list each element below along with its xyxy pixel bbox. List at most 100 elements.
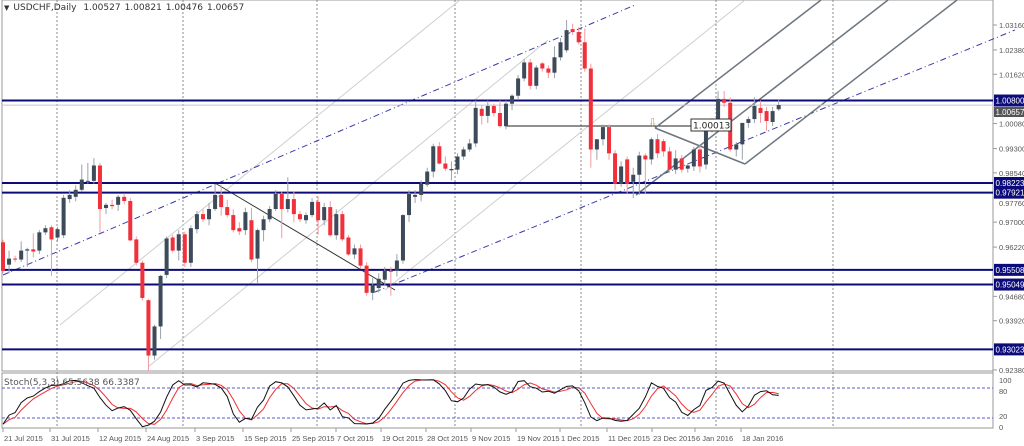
candle-bear[interactable] (570, 23, 575, 35)
arrow-down-icon[interactable]: ⇩ (648, 116, 657, 129)
candle-bear[interactable] (588, 63, 593, 168)
pitchfork-lower[interactable] (744, 0, 958, 165)
candle-bear[interactable] (146, 298, 151, 371)
candle-bear[interactable] (540, 62, 545, 72)
candle-bear[interactable] (134, 236, 139, 266)
candle-bull[interactable] (467, 138, 472, 152)
candle-bull[interactable] (25, 247, 30, 267)
collapse-triangle-icon[interactable]: ▼ (4, 4, 10, 12)
candle-bear[interactable] (655, 134, 660, 159)
candle-bear[interactable] (576, 26, 581, 45)
candle-bull[interactable] (564, 19, 569, 53)
trend-line-upper-dashdot[interactable] (2, 4, 636, 276)
candle-bear[interactable] (97, 162, 102, 233)
candle-bear[interactable] (364, 262, 369, 296)
candle-bull[interactable] (600, 124, 605, 146)
candle-bear[interactable] (128, 198, 133, 242)
candle-bear[interactable] (237, 222, 242, 235)
candle-bull[interactable] (310, 198, 315, 218)
candle-bear[interactable] (679, 154, 684, 173)
candle-bear[interactable] (231, 209, 236, 233)
candle-bear[interactable] (249, 207, 254, 263)
candle-bear[interactable] (358, 244, 363, 269)
candle-bull[interactable] (691, 146, 696, 171)
candle-bull[interactable] (455, 153, 460, 175)
candle-bull[interactable] (510, 94, 515, 111)
candle-bull[interactable] (19, 241, 24, 263)
candle-bull[interactable] (473, 100, 478, 147)
candle-bull[interactable] (637, 151, 642, 195)
candle-bull[interactable] (631, 167, 636, 199)
candle-bull[interactable] (285, 177, 290, 213)
candle-bear[interactable] (497, 100, 502, 128)
candle-bull[interactable] (746, 116, 751, 128)
candle-bear[interactable] (297, 210, 302, 223)
candle-bull[interactable] (449, 161, 454, 181)
candle-bull[interactable] (619, 161, 624, 187)
candle-bear[interactable] (528, 58, 533, 90)
candle-bull[interactable] (73, 185, 78, 202)
candle-bull[interactable] (552, 46, 557, 79)
candle-bear[interactable] (491, 103, 496, 117)
candle-bull[interactable] (400, 214, 405, 264)
candle-bull[interactable] (164, 236, 169, 279)
candle-bull[interactable] (104, 202, 109, 215)
candle-bear[interactable] (219, 184, 224, 216)
candle-bear[interactable] (479, 105, 484, 125)
candle-bull[interactable] (516, 74, 521, 99)
candle-bull[interactable] (776, 99, 781, 111)
candle-bull[interactable] (503, 100, 508, 130)
object-price-label[interactable]: 1.00013 (690, 118, 732, 132)
candle-bear[interactable] (613, 150, 618, 191)
candle-bull[interactable] (116, 194, 121, 211)
candle-bear[interactable] (388, 266, 393, 296)
candle-bull[interactable] (649, 137, 654, 165)
candle-bear[interactable] (110, 199, 115, 210)
candle-bull[interactable] (407, 190, 412, 223)
candle-bear[interactable] (667, 146, 672, 173)
candle-bull[interactable] (740, 122, 745, 160)
candle-bear[interactable] (546, 65, 551, 79)
candle-bull[interactable] (273, 190, 278, 211)
candle-bear[interactable] (140, 260, 145, 301)
candle-bull[interactable] (188, 225, 193, 267)
trend-line-lower-dashdot[interactable] (374, 29, 1016, 293)
channel-line-gray[interactable] (59, 0, 461, 326)
candle-bear[interactable] (182, 231, 187, 267)
candle-bull[interactable] (85, 162, 90, 184)
candle-bull[interactable] (152, 324, 157, 360)
candle-bull[interactable] (419, 180, 424, 202)
candle-bull[interactable] (7, 250, 12, 274)
candle-bear[interactable] (643, 153, 648, 194)
candle-bull[interactable] (334, 209, 339, 240)
candle-bear[interactable] (279, 191, 284, 239)
candle-bull[interactable] (243, 207, 248, 235)
candle-bull[interactable] (558, 38, 563, 61)
candle-bull[interactable] (55, 226, 60, 242)
candle-bear[interactable] (200, 209, 205, 223)
candle-bull[interactable] (673, 150, 678, 175)
candle-bull[interactable] (413, 190, 418, 203)
candle-bear[interactable] (170, 234, 175, 253)
candle-bear[interactable] (122, 193, 127, 205)
candle-bear[interactable] (31, 233, 36, 258)
candle-bull[interactable] (425, 167, 430, 187)
channel-line-gray[interactable] (384, 0, 746, 291)
candle-bear[interactable] (697, 145, 702, 173)
candle-bull[interactable] (703, 127, 708, 170)
pitchfork-median[interactable] (635, 0, 889, 196)
candle-bull[interactable] (534, 65, 539, 90)
candle-bear[interactable] (582, 28, 587, 72)
candle-bull[interactable] (207, 202, 212, 226)
candle-bull[interactable] (522, 58, 527, 82)
candle-bull[interactable] (67, 190, 72, 203)
candle-bull[interactable] (370, 278, 375, 301)
candle-bull[interactable] (752, 97, 757, 123)
candle-bull[interactable] (261, 215, 266, 242)
candle-bear[interactable] (13, 255, 18, 263)
candle-bull[interactable] (61, 194, 66, 239)
candle-bull[interactable] (485, 100, 490, 123)
candle-bull[interactable] (79, 164, 84, 192)
candle-bull[interactable] (158, 274, 163, 339)
candle-bear[interactable] (625, 156, 630, 194)
